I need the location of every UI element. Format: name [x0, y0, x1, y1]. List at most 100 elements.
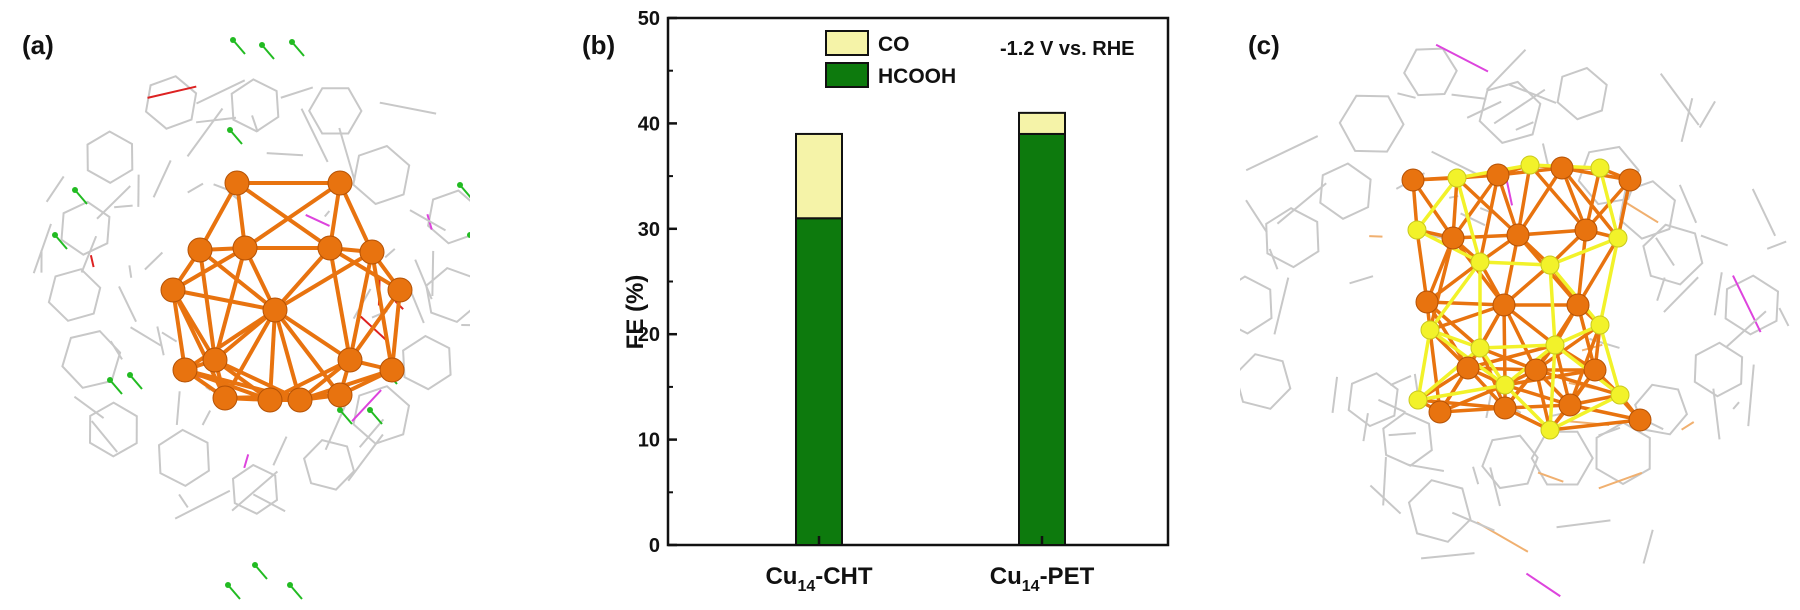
core-bond: [1479, 260, 1551, 267]
ligand-bond: [128, 265, 133, 278]
ligand-bond: [1362, 413, 1369, 442]
ligand-bond: [1508, 83, 1557, 104]
copper-atom: [1456, 356, 1480, 380]
core-bond: [1455, 177, 1482, 263]
core-bond: [1502, 304, 1507, 386]
ligand-bond: [272, 436, 288, 466]
phenyl-ring: [1347, 372, 1399, 428]
sulfur-atom: [1447, 168, 1467, 188]
ligand-bond: [251, 115, 259, 133]
ligand-bond: [1556, 519, 1611, 529]
phenyl-ring: [1577, 145, 1640, 206]
fluorine-atom: [107, 377, 113, 383]
ligand-bond: [1713, 272, 1723, 316]
fluorine-bond: [227, 584, 241, 600]
copper-atom: [1493, 396, 1517, 420]
core-bond: [1598, 167, 1620, 239]
ligand-bond: [1726, 310, 1767, 348]
copper-atom: [172, 357, 198, 383]
ligand-bond: [186, 107, 224, 157]
sulfur-atom: [1495, 375, 1515, 395]
copper-atom: [257, 387, 283, 413]
phenyl-ring: [86, 130, 134, 184]
bars: [795, 111, 1066, 546]
ligand-bond: [1598, 426, 1621, 437]
copper-atom: [1550, 156, 1574, 180]
sulfur-atom: [1470, 338, 1490, 358]
ligand-bond: [431, 250, 435, 297]
ligand-bond: [45, 175, 65, 203]
fluorine-atom: [230, 37, 236, 43]
ligand-bond: [161, 331, 178, 343]
ligand-bond: [1369, 484, 1402, 515]
fluorine-atom: [259, 42, 265, 48]
core-bond: [1416, 329, 1432, 401]
fluorine-atom: [225, 582, 231, 588]
plot-border: [666, 16, 1170, 547]
ligand-bond: [174, 489, 231, 520]
phenyl-ring: [1481, 434, 1539, 490]
ligand-bond: [384, 248, 396, 259]
cu-cu-bond: [273, 250, 374, 312]
panel-label-c: (c): [1248, 30, 1280, 60]
sulfur-atom: [1590, 315, 1610, 335]
cu-cu-bond: [171, 246, 247, 292]
sulfur-atom: [1540, 255, 1560, 275]
copper-atom: [1415, 290, 1439, 314]
cu-cu-bond: [328, 246, 402, 292]
ligand-bond: [1681, 421, 1695, 431]
fluorine-bond: [232, 39, 246, 55]
cu-cu-bond: [273, 246, 332, 312]
ligand-bond: [32, 223, 52, 274]
ligand-bond: [338, 127, 356, 181]
fluorine-bond: [369, 409, 383, 425]
cu-cu-bond: [198, 182, 239, 251]
copper-atom: [1401, 168, 1425, 192]
ligand-bond: [358, 418, 385, 448]
copper-atom: [287, 387, 313, 413]
cu-cu-bond: [172, 288, 276, 312]
phenyl-ring: [144, 75, 198, 130]
phenyl-ring: [231, 463, 279, 515]
phenyl-ring: [352, 144, 411, 206]
cu-cu-bond: [213, 308, 277, 362]
cu-cu-bond: [390, 289, 402, 371]
core-bond: [1429, 303, 1505, 332]
cu-cu-bond: [348, 251, 374, 361]
ligand-bond: [96, 185, 131, 220]
phenyl-ring: [157, 428, 210, 488]
ligand-bond: [1268, 248, 1279, 270]
copper-atom: [262, 297, 288, 323]
ligand-bond: [1331, 376, 1339, 414]
legend-swatch-co: [825, 30, 869, 56]
copper-atom: [387, 277, 413, 303]
core-bond: [1549, 418, 1641, 432]
x-tick-label: Cu14-CHT: [765, 563, 872, 595]
ligand-bond: [1712, 388, 1721, 440]
phenyl-ring: [302, 438, 356, 491]
cu-cu-bond: [171, 289, 187, 371]
ligand-bond: [178, 493, 189, 509]
ligand-bond: [147, 85, 197, 99]
panel-label-a: (a): [22, 30, 54, 60]
core-bond: [1426, 300, 1505, 307]
phenyl-ring: [1478, 80, 1542, 145]
core-bond: [1478, 174, 1500, 263]
copper-atom: [202, 347, 228, 373]
fluorine-atom: [367, 407, 373, 413]
core-bond: [1549, 393, 1621, 432]
fluorine-bond: [109, 379, 123, 395]
ligand-bond: [196, 116, 237, 124]
legend-label-hcooh: HCOOH: [878, 65, 956, 88]
ligand-bond: [1245, 199, 1268, 233]
phenyl-ring: [308, 87, 363, 135]
ligand-bond: [1642, 529, 1654, 564]
ligand-bond: [1649, 421, 1664, 431]
core-bond: [1428, 260, 1482, 332]
phenyl-ring: [1407, 479, 1472, 543]
core-bond: [1548, 264, 1557, 346]
cu-cu-bond: [370, 251, 394, 371]
cu-cu-bond: [243, 181, 342, 250]
ligand-bond: [1766, 240, 1787, 250]
